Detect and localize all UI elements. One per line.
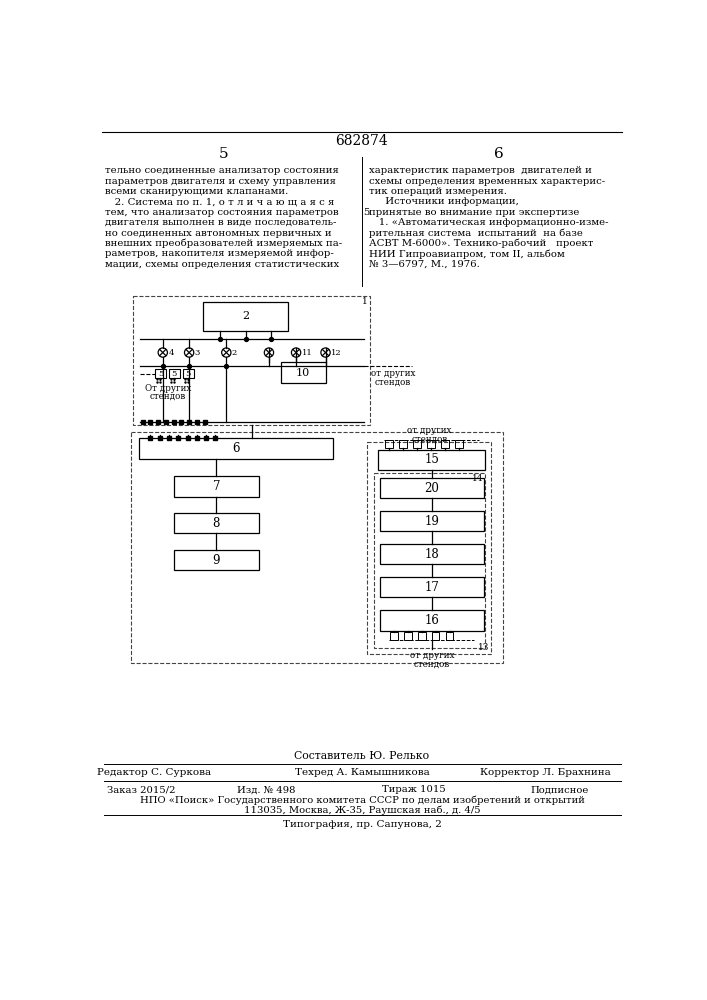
Text: стендов: стендов — [411, 435, 448, 444]
Text: 16: 16 — [424, 614, 439, 627]
Bar — [378, 450, 485, 470]
Text: Типография, пр. Сапунова, 2: Типография, пр. Сапунова, 2 — [283, 820, 441, 829]
Text: 3: 3 — [194, 349, 200, 357]
Text: 6: 6 — [494, 147, 504, 161]
Text: внешних преобразователей измеряемых па-: внешних преобразователей измеряемых па- — [105, 239, 343, 248]
Bar — [432, 632, 440, 640]
Text: 1: 1 — [363, 297, 368, 306]
Text: 8: 8 — [213, 517, 220, 530]
Text: стендов: стендов — [375, 378, 411, 387]
Text: 113035, Москва, Ж-35, Раушская наб., д. 4/5: 113035, Москва, Ж-35, Раушская наб., д. … — [244, 805, 480, 815]
Text: НПО «Поиск» Государственного комитета СССР по делам изобретений и открытий: НПО «Поиск» Государственного комитета СС… — [139, 795, 585, 805]
Text: № 3—6797, М., 1976.: № 3—6797, М., 1976. — [369, 260, 480, 269]
Text: тик операций измерения.: тик операций измерения. — [369, 187, 507, 196]
Text: Редактор С. Суркова: Редактор С. Суркова — [97, 768, 211, 777]
Text: от других: от других — [370, 369, 415, 378]
Text: тем, что анализатор состояния параметров: тем, что анализатор состояния параметров — [105, 208, 339, 217]
Bar — [134, 296, 370, 425]
Bar — [404, 632, 411, 640]
Text: 17: 17 — [424, 581, 439, 594]
Text: 1. «Автоматическая информационно-изме-: 1. «Автоматическая информационно-изме- — [369, 218, 609, 227]
Bar — [380, 577, 484, 597]
Text: стендов: стендов — [150, 392, 187, 401]
Text: 13: 13 — [479, 643, 490, 652]
Text: 10: 10 — [296, 368, 310, 378]
Text: раметров, накопителя измеряемой инфор-: раметров, накопителя измеряемой инфор- — [105, 249, 334, 258]
Bar — [203, 302, 288, 331]
Text: 5: 5 — [172, 370, 177, 378]
Text: рительная система  испытаний  на базе: рительная система испытаний на базе — [369, 229, 583, 238]
Bar — [131, 432, 503, 663]
Text: тельно соединенные анализатор состояния: тельно соединенные анализатор состояния — [105, 166, 339, 175]
Bar — [183, 369, 194, 378]
Text: 12: 12 — [331, 349, 341, 357]
Text: характеристик параметров  двигателей и: характеристик параметров двигателей и — [369, 166, 592, 175]
Text: 14: 14 — [472, 474, 484, 483]
Text: 15: 15 — [424, 453, 439, 466]
Text: 4: 4 — [168, 349, 174, 357]
Bar — [368, 442, 491, 654]
Text: АСВТ М-6000». Технико-рабочий   проект: АСВТ М-6000». Технико-рабочий проект — [369, 239, 593, 248]
Text: принятые во внимание при экспертизе: принятые во внимание при экспертизе — [369, 208, 579, 217]
Bar — [174, 476, 259, 497]
Text: 2. Система по п. 1, о т л и ч а ю щ а я с я: 2. Система по п. 1, о т л и ч а ю щ а я … — [105, 197, 334, 206]
Bar — [427, 440, 435, 448]
Text: 5: 5 — [363, 208, 370, 217]
Text: Тираж 1015: Тираж 1015 — [382, 785, 445, 794]
Text: параметров двигателя и схему управления: параметров двигателя и схему управления — [105, 177, 337, 186]
Text: 2: 2 — [232, 349, 237, 357]
Bar — [169, 369, 180, 378]
Text: Техред А. Камышникова: Техред А. Камышникова — [295, 768, 429, 777]
Text: но соединенных автономных первичных и: но соединенных автономных первичных и — [105, 229, 332, 238]
Text: НИИ Гипроавиапром, том II, альбом: НИИ Гипроавиапром, том II, альбом — [369, 249, 565, 259]
Bar — [413, 440, 421, 448]
Text: от других: от других — [409, 651, 454, 660]
Bar — [399, 440, 407, 448]
Bar — [174, 550, 259, 570]
Bar — [385, 440, 393, 448]
Text: 19: 19 — [424, 515, 439, 528]
Bar — [445, 632, 453, 640]
Bar — [380, 478, 484, 498]
Bar — [380, 544, 484, 564]
Bar — [390, 632, 397, 640]
Text: стендов: стендов — [414, 660, 450, 669]
Bar — [155, 369, 166, 378]
Text: 9: 9 — [213, 554, 220, 567]
Bar — [455, 440, 462, 448]
Bar — [174, 513, 259, 533]
Text: 7: 7 — [213, 480, 220, 493]
Bar — [441, 440, 449, 448]
Text: 18: 18 — [424, 548, 439, 561]
Text: двигателя выполнен в виде последователь-: двигателя выполнен в виде последователь- — [105, 218, 337, 227]
Text: Заказ 2015/2: Заказ 2015/2 — [107, 785, 175, 794]
Text: Подписное: Подписное — [530, 785, 589, 794]
Text: 5: 5 — [219, 147, 229, 161]
Text: от других: от других — [407, 426, 452, 435]
Text: мации, схемы определения статистических: мации, схемы определения статистических — [105, 260, 339, 269]
Bar — [139, 438, 332, 459]
Text: 20: 20 — [424, 482, 439, 495]
Text: 6: 6 — [232, 442, 240, 455]
Text: 11: 11 — [301, 349, 312, 357]
Bar — [373, 473, 485, 648]
Text: 5: 5 — [186, 370, 191, 378]
Text: схемы определения временных характерис-: схемы определения временных характерис- — [369, 177, 605, 186]
Bar — [380, 610, 484, 631]
Text: 682874: 682874 — [336, 134, 388, 148]
Bar — [418, 632, 426, 640]
Text: Изд. № 498: Изд. № 498 — [238, 785, 296, 794]
Bar — [281, 362, 325, 383]
Text: От других: От других — [145, 384, 192, 393]
Bar — [380, 511, 484, 531]
Text: 5: 5 — [158, 370, 163, 378]
Text: 2: 2 — [242, 311, 250, 321]
Text: Корректор Л. Брахнина: Корректор Л. Брахнина — [480, 768, 611, 777]
Text: Источники информации,: Источники информации, — [369, 197, 519, 206]
Text: Составитель Ю. Релько: Составитель Ю. Релько — [294, 751, 430, 761]
Text: всеми сканирующими клапанами.: всеми сканирующими клапанами. — [105, 187, 288, 196]
